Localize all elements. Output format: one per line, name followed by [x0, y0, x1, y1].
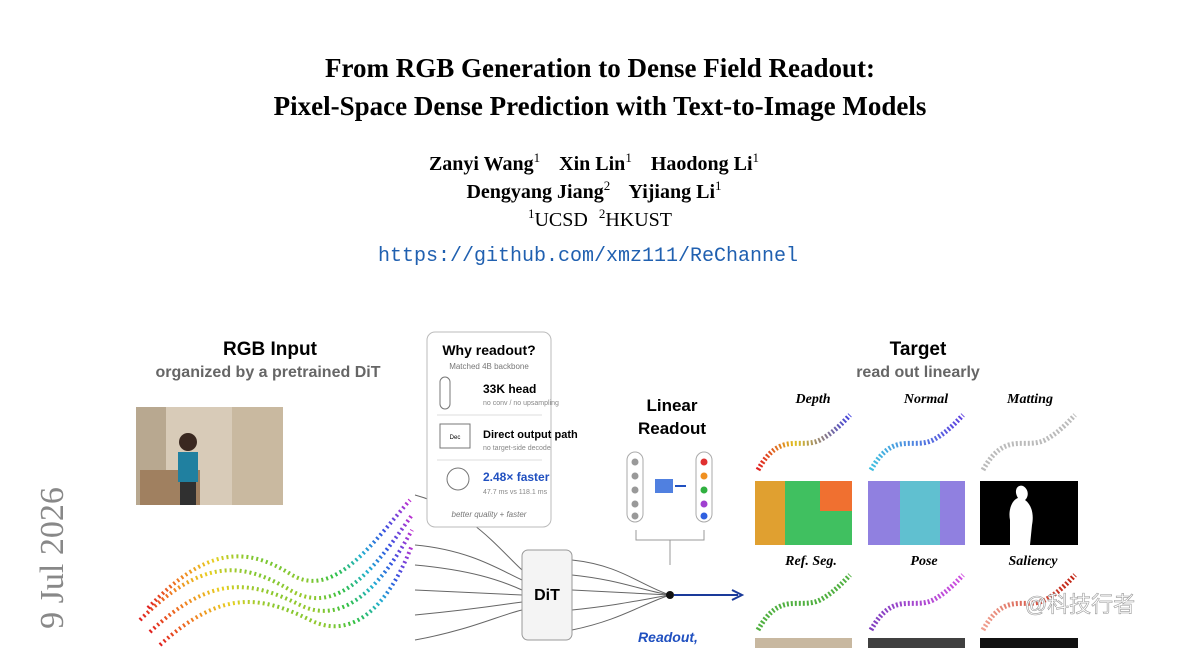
- author: Zanyi Wang: [429, 153, 534, 175]
- icon-label: Dec: [450, 435, 461, 441]
- target-title: Target: [890, 339, 947, 360]
- card-title: Why readout?: [442, 342, 535, 358]
- title: From RGB Generation to Dense Field Reado…: [325, 53, 875, 83]
- repo-link[interactable]: https://github.com/xmz111/ReChannel: [378, 245, 798, 268]
- affiliations: 1UCSD 2HKUST: [528, 206, 672, 231]
- affiliation: HKUST: [605, 209, 672, 231]
- task-label: Depth: [795, 392, 831, 407]
- input-subtitle: organized by a pretrained DiT: [156, 364, 381, 381]
- sup: 1: [625, 150, 632, 165]
- card-footer: better quality + faster: [452, 510, 527, 519]
- icon: [439, 376, 451, 410]
- item-note: 47.7 ms vs 118.1 ms: [483, 489, 548, 496]
- sup: 1: [753, 150, 760, 165]
- input-title: RGB Input: [223, 339, 318, 360]
- task-label: Ref. Seg.: [784, 554, 837, 569]
- flow-lines: [414, 494, 671, 641]
- input-pointcloud: [138, 498, 414, 647]
- dit-box: [521, 549, 573, 641]
- sup: 1: [715, 178, 722, 193]
- item-head: 33K head: [483, 382, 536, 396]
- icon: [446, 467, 470, 491]
- target-maps: [755, 481, 1078, 648]
- readout-title: Readout: [638, 419, 706, 438]
- item-note: no target-side decode: [483, 445, 551, 452]
- authors: Zanyi Wang1 Xin Lin1 Haodong Li1: [429, 145, 759, 175]
- sup: 2: [604, 178, 611, 193]
- arxiv-date: 9 Jul 2026: [34, 487, 71, 629]
- author: Xin Lin: [559, 153, 625, 175]
- task-label: Matting: [1006, 392, 1053, 407]
- icon: [439, 423, 471, 449]
- title: Pixel-Space Dense Prediction with Text-t…: [274, 91, 927, 121]
- sup: 2: [599, 206, 606, 221]
- readout-label: Readout,: [638, 629, 698, 645]
- readout-title: Linear: [646, 396, 697, 415]
- sup: 1: [534, 150, 541, 165]
- task-label: Normal: [903, 392, 948, 407]
- target-thumbnails: [755, 413, 1077, 632]
- task-label: Pose: [910, 554, 937, 569]
- author: Haodong Li: [651, 153, 753, 175]
- dit-label: DiT: [534, 587, 560, 604]
- arrow: [674, 589, 745, 601]
- watermark: @科技行者: [1025, 592, 1135, 617]
- input-photo: [136, 407, 283, 505]
- affiliation: UCSD: [534, 209, 587, 231]
- author: Dengyang Jiang: [466, 181, 603, 203]
- author: Yijiang Li: [629, 181, 716, 203]
- sup: 1: [528, 206, 535, 221]
- node: [666, 591, 674, 599]
- why-card: [426, 331, 552, 528]
- item-head: Direct output path: [483, 429, 578, 441]
- card-subtitle: Matched 4B backbone: [449, 362, 529, 371]
- item-head: 2.48× faster: [483, 470, 550, 484]
- authors: Dengyang Jiang2 Yijiang Li1: [466, 173, 721, 203]
- task-label: Saliency: [1009, 554, 1059, 569]
- target-subtitle: read out linearly: [856, 364, 980, 381]
- readout-icon: [626, 451, 713, 565]
- item-note: no conv / no upsampling: [483, 400, 559, 407]
